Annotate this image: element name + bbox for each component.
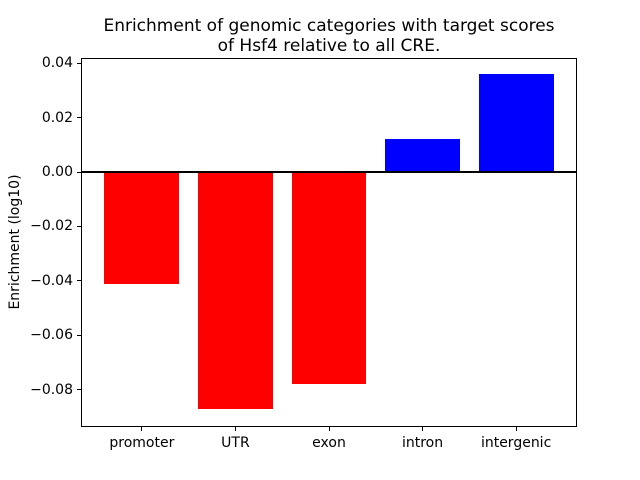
x-tick-mark (422, 427, 424, 431)
x-tick-label-exon: exon (312, 435, 346, 451)
y-tick-label: 0.02 (41, 109, 73, 126)
x-tick-mark (515, 427, 517, 431)
x-tick-mark (234, 427, 236, 431)
y-tick-label: −0.04 (30, 272, 73, 289)
y-tick-mark (77, 334, 81, 336)
zero-line (82, 171, 576, 174)
y-tick-label: 0.04 (41, 55, 73, 72)
x-tick-mark (141, 427, 143, 431)
x-tick-label-intron: intron (401, 435, 444, 451)
bar-exon (291, 172, 367, 385)
y-tick-mark (77, 117, 81, 119)
y-tick-mark (77, 389, 81, 391)
x-tick-mark (328, 427, 330, 431)
bar-UTR (198, 172, 273, 409)
y-tick-mark (77, 62, 81, 64)
bar-intron (385, 139, 460, 173)
y-tick-mark (77, 171, 81, 173)
y-tick-label: −0.08 (30, 381, 73, 398)
y-tick-label: −0.06 (30, 327, 73, 344)
x-tick-label-intergenic: intergenic (480, 435, 552, 451)
x-tick-label-promoter: promoter (109, 435, 175, 451)
y-tick-label: −0.02 (30, 218, 73, 235)
bar-intergenic (478, 74, 554, 173)
bar-promoter (104, 172, 180, 284)
plot-area (81, 58, 577, 427)
y-tick-mark (77, 280, 81, 282)
y-tick-label: 0.00 (41, 164, 73, 181)
x-tick-label-UTR: UTR (221, 435, 250, 451)
y-tick-mark (77, 225, 81, 227)
chart-title: Enrichment of genomic categories with ta… (103, 16, 555, 56)
